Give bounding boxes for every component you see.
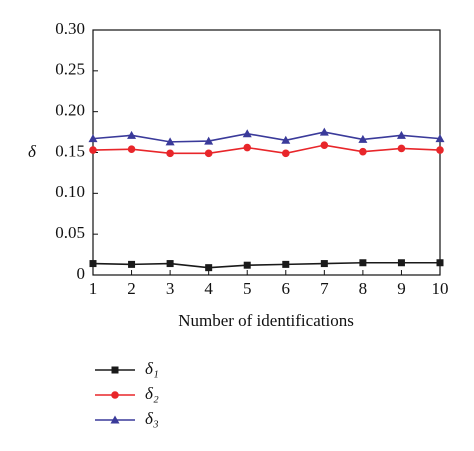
series-line — [92, 261, 440, 269]
x-tick-label: 10 — [432, 279, 449, 298]
marker — [436, 259, 444, 267]
marker — [281, 135, 291, 144]
y-axis-label: δ — [28, 142, 37, 161]
x-tick-label: 6 — [282, 279, 291, 298]
marker — [166, 149, 174, 158]
marker — [243, 261, 251, 269]
x-tick-label: 7 — [320, 279, 329, 298]
legend-label: δ₁ — [145, 359, 159, 378]
marker — [397, 259, 405, 267]
marker — [204, 149, 213, 158]
marker — [282, 260, 290, 268]
marker — [435, 134, 445, 143]
marker — [242, 129, 252, 138]
marker — [166, 260, 174, 268]
marker — [358, 134, 368, 143]
y-tick-label: 0.25 — [55, 60, 85, 79]
marker — [110, 415, 120, 424]
x-tick-label: 8 — [359, 279, 368, 298]
marker — [127, 145, 136, 154]
y-tick-label: 0 — [77, 264, 86, 283]
legend-label: δ₂ — [145, 384, 159, 403]
marker — [89, 260, 97, 268]
marker — [359, 259, 367, 267]
marker — [359, 147, 367, 156]
marker — [205, 264, 213, 272]
x-tick-label: 3 — [166, 279, 175, 298]
x-tick-label: 5 — [243, 279, 252, 298]
marker — [88, 134, 98, 143]
marker — [243, 143, 252, 152]
y-tick-label: 0.15 — [55, 141, 85, 160]
marker — [111, 391, 119, 399]
x-tick-label: 4 — [204, 279, 213, 298]
marker — [128, 260, 136, 268]
marker — [165, 137, 175, 146]
y-tick-label: 0.05 — [55, 223, 85, 242]
marker — [89, 146, 97, 154]
marker — [436, 146, 444, 154]
x-tick-label: 1 — [89, 279, 98, 298]
marker — [111, 366, 119, 374]
plot-frame — [92, 29, 441, 276]
marker — [320, 260, 328, 268]
marker — [319, 127, 329, 136]
legend-label: δ₃ — [145, 409, 159, 428]
series-line — [92, 131, 441, 143]
marker — [396, 130, 406, 139]
y-tick-label: 0.20 — [55, 101, 85, 120]
marker — [281, 149, 290, 158]
marker — [397, 144, 406, 153]
y-tick-label: 0.30 — [55, 19, 85, 38]
marker — [320, 141, 329, 149]
series-line — [92, 144, 441, 155]
x-axis-label: Number of identifications — [178, 311, 354, 330]
marker — [127, 130, 137, 139]
x-tick-label: 2 — [127, 279, 136, 298]
y-tick-label: 0.10 — [55, 182, 85, 201]
x-tick-label: 9 — [397, 279, 406, 298]
marker — [204, 136, 214, 145]
